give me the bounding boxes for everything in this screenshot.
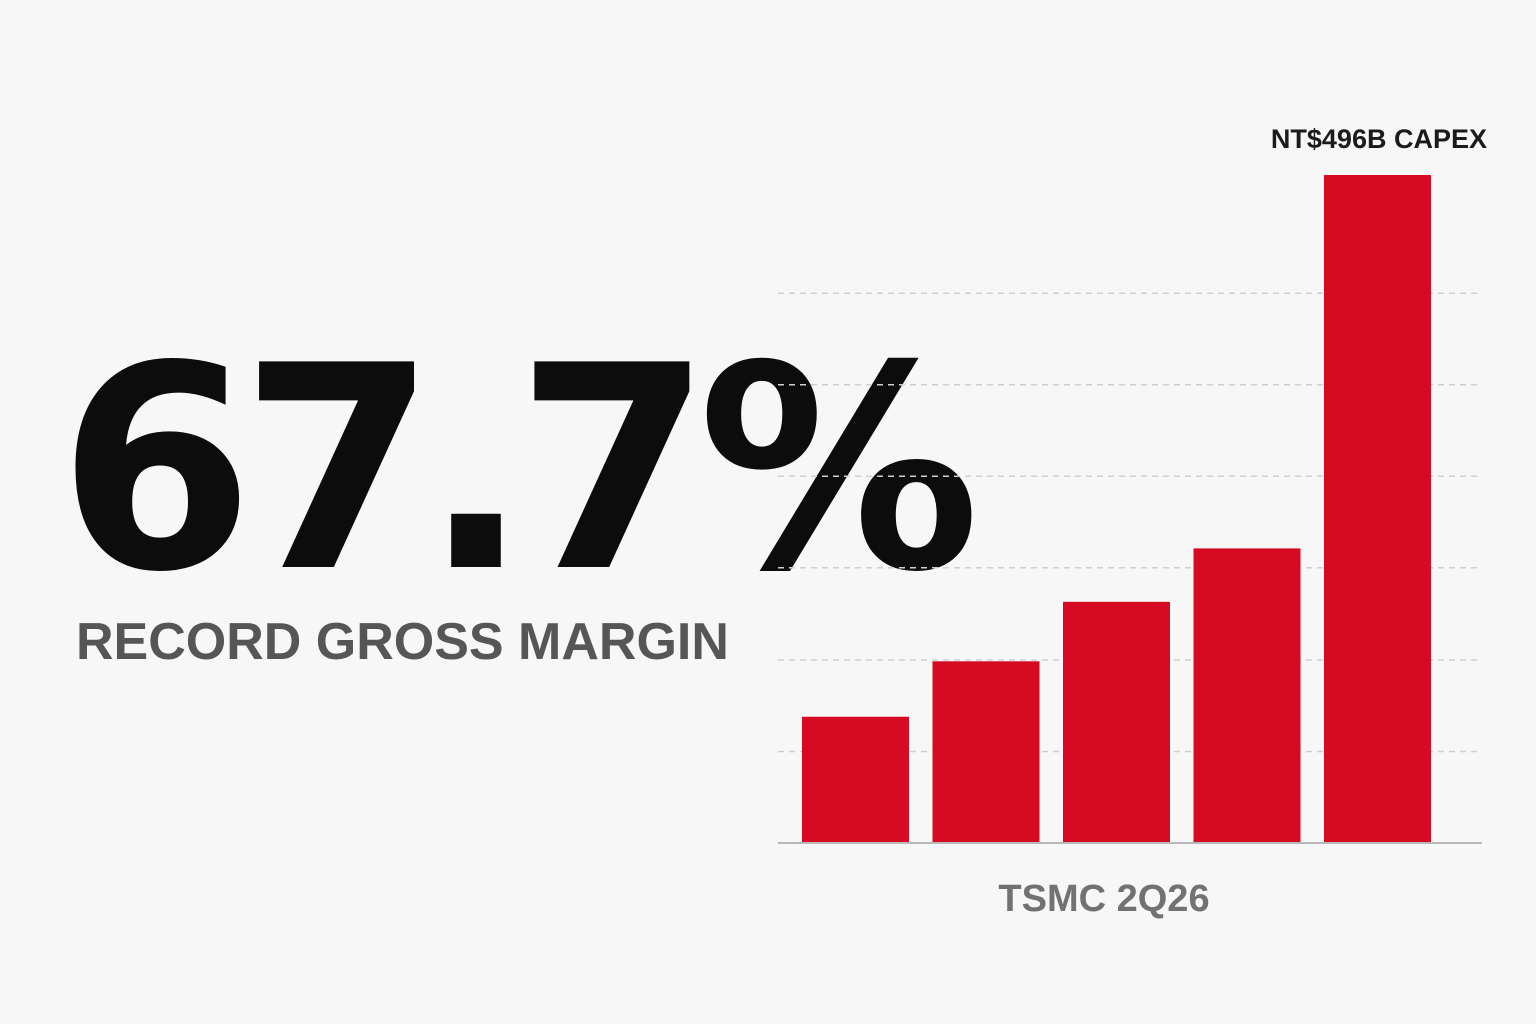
headline-caption: RECORD GROSS MARGIN bbox=[76, 613, 729, 671]
bar-2 bbox=[932, 661, 1040, 843]
bar-5 bbox=[1324, 175, 1431, 843]
x-axis-label: TSMC 2Q26 bbox=[998, 878, 1209, 920]
bar-4 bbox=[1193, 548, 1301, 843]
capex-annotation: NT$496B CAPEX bbox=[1271, 124, 1487, 154]
bar-1 bbox=[802, 716, 909, 843]
bars bbox=[802, 175, 1431, 843]
bar-3 bbox=[1063, 601, 1170, 843]
